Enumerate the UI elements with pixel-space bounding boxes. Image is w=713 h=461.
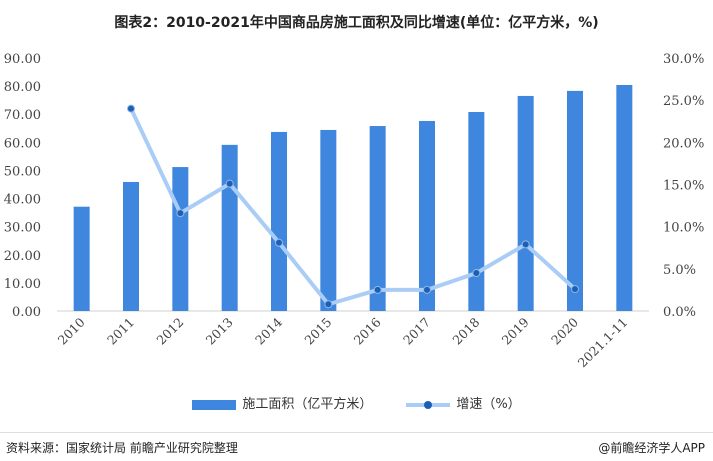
bar	[419, 120, 435, 311]
y-tick-label: 20.00	[4, 249, 41, 264]
x-tick-label: 2018	[449, 314, 482, 347]
y2-tick-label: 15.0%	[663, 179, 704, 194]
chart-plot: 0.00 10.00 20.00 30.00 40.00 50.00 60.00 70.00 8…	[4, 52, 705, 371]
growth-line	[129, 107, 577, 307]
x-tick-label: 2019	[499, 314, 532, 347]
y2-tick-label: 5.0%	[663, 263, 696, 278]
x-tick-label: 2017	[400, 314, 433, 347]
growth-point	[275, 238, 283, 247]
legend-line: 增速（%）	[406, 393, 521, 412]
growth-point	[324, 300, 333, 309]
y2-tick-label: 10.0%	[663, 221, 704, 236]
bar	[567, 90, 583, 311]
growth-point	[373, 285, 382, 294]
legend-line-swatch	[406, 400, 451, 410]
y-tick-label: 0.00	[12, 305, 41, 320]
y-tick-label: 40.00	[4, 193, 41, 208]
x-tick-label: 2013	[203, 314, 236, 347]
x-tick-label: 2015	[301, 315, 334, 348]
y2-tick-label: 30.0%	[663, 52, 704, 67]
bar	[468, 111, 485, 312]
legend-line-label: 增速（%）	[456, 397, 521, 412]
legend: 施工面积（亿平方米） 增速（%）	[0, 393, 713, 412]
chart-title: 图表2：2010-2021年中国商品房施工面积及同比增速(单位：亿平方米，%)	[114, 15, 599, 31]
x-tick-label: 2014	[252, 314, 285, 347]
bar	[73, 206, 90, 311]
y2-tick-label: 0.0%	[663, 305, 696, 320]
y2-tick-label: 25.0%	[663, 94, 704, 109]
brand-label: @前瞻经济学人APP	[598, 441, 705, 455]
growth-point	[521, 240, 530, 249]
legend-bar: 施工面积（亿平方米）	[192, 393, 372, 412]
bar	[221, 144, 238, 311]
legend-bar-label: 施工面积（亿平方米）	[242, 397, 373, 412]
bar	[172, 167, 189, 311]
source-note: 资料来源：国家统计局 前瞻产业研究院整理	[6, 441, 238, 455]
growth-point	[127, 104, 135, 113]
footer: 资料来源：国家统计局 前瞻产业研究院整理 @前瞻经济学人APP	[0, 432, 713, 461]
bar	[271, 131, 287, 311]
y-tick-label: 80.00	[4, 80, 41, 95]
y-tick-label: 10.00	[4, 277, 41, 292]
growth-point	[423, 285, 431, 294]
y-tick-label: 70.00	[4, 108, 41, 123]
growth-point	[571, 285, 579, 294]
bar	[320, 129, 337, 311]
x-tick-label: 2012	[153, 315, 186, 348]
x-tick-label: 2010	[55, 314, 88, 347]
y-tick-label: 50.00	[4, 164, 41, 179]
x-tick-label: 2020	[548, 314, 581, 347]
y-tick-label: 90.00	[4, 52, 41, 67]
x-tick-label: 2016	[351, 314, 384, 347]
y-tick-label: 60.00	[4, 136, 41, 151]
bar	[123, 181, 139, 311]
growth-point	[176, 209, 185, 218]
y2-tick-label: 20.0%	[663, 136, 704, 151]
growth-point	[225, 179, 234, 188]
bar	[517, 95, 534, 311]
x-tick-label: 2021.1-11	[575, 315, 631, 371]
bar	[616, 84, 633, 311]
y-tick-label: 30.00	[4, 221, 41, 236]
growth-point	[472, 269, 481, 278]
legend-bar-swatch	[192, 399, 237, 410]
x-tick-label: 2011	[104, 315, 137, 348]
bar	[369, 126, 386, 311]
